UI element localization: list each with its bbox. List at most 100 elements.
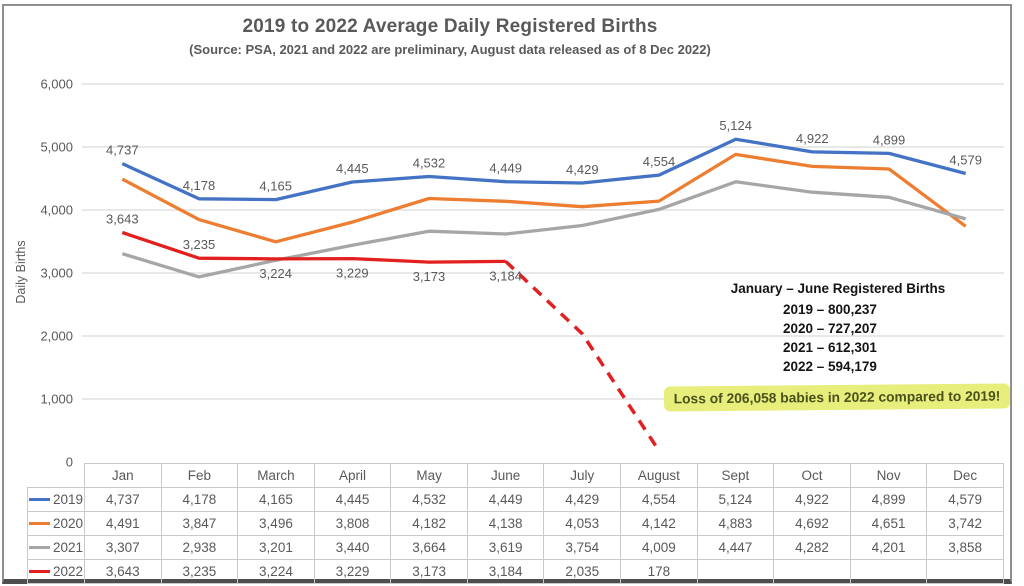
data-label-2019: 4,899 bbox=[873, 132, 906, 147]
table-value-cell: 4,429 bbox=[543, 487, 622, 512]
table-value-cell: 3,808 bbox=[313, 511, 392, 536]
data-label-2019: 4,449 bbox=[489, 161, 522, 176]
legend-dash-icon bbox=[28, 522, 50, 525]
month-header-cell: March bbox=[237, 463, 315, 488]
data-label-2019: 4,429 bbox=[566, 162, 599, 177]
table-value-cell: 4,138 bbox=[466, 511, 545, 536]
table-value-cell: 4,899 bbox=[849, 487, 928, 512]
table-value-cell: 4,445 bbox=[313, 487, 392, 512]
table-value-cell: 4,201 bbox=[849, 535, 928, 560]
table-value-cell bbox=[849, 559, 928, 584]
y-axis-tick-label: 5,000 bbox=[40, 140, 73, 155]
table-value-cell: 3,742 bbox=[926, 511, 1004, 536]
month-header-cell: Nov bbox=[849, 463, 928, 488]
chart-subtitle: (Source: PSA, 2021 and 2022 are prelimin… bbox=[189, 42, 711, 57]
table-value-cell: 4,883 bbox=[696, 511, 775, 536]
annotation-line: 2021 – 612,301 bbox=[783, 340, 877, 355]
data-label-2019: 4,579 bbox=[949, 153, 982, 168]
month-header-cell: Jan bbox=[84, 463, 162, 488]
table-value-cell: 2,938 bbox=[160, 535, 239, 560]
table-value-cell: 4,182 bbox=[390, 511, 468, 536]
row-header-2020: 2020 bbox=[27, 511, 85, 536]
table-value-cell: 3,184 bbox=[466, 559, 545, 584]
table-value-cell bbox=[696, 559, 775, 584]
y-axis-tick-label: 1,000 bbox=[40, 392, 73, 407]
series-line-2021 bbox=[121, 180, 967, 279]
annotation-line: 2020 – 727,207 bbox=[783, 321, 877, 336]
annotation-block: January – June Registered Births 2019 – … bbox=[668, 281, 1008, 376]
table-value-cell: 4,165 bbox=[237, 487, 315, 512]
table-value-cell: 3,643 bbox=[84, 559, 162, 584]
annotation-lines: 2019 – 800,237 2020 – 727,207 2021 – 612,3… bbox=[783, 300, 1008, 376]
table-value-cell: 4,009 bbox=[620, 535, 698, 560]
table-value-cell: 3,754 bbox=[543, 535, 622, 560]
y-axis-tick-label: 6,000 bbox=[40, 77, 73, 92]
month-header-cell: August bbox=[620, 463, 698, 488]
legend-dash-icon bbox=[28, 498, 50, 501]
table-value-cell: 4,178 bbox=[160, 487, 239, 512]
y-axis-title: Daily Births bbox=[14, 240, 28, 303]
legend-dash-icon bbox=[28, 570, 50, 573]
data-label-2019: 4,737 bbox=[106, 143, 139, 158]
y-axis-tick-label: 0 bbox=[66, 455, 73, 470]
table-value-cell: 4,447 bbox=[696, 535, 775, 560]
table-value-cell: 3,664 bbox=[390, 535, 468, 560]
row-header-2019: 2019 bbox=[27, 487, 85, 512]
table-value-cell: 3,229 bbox=[313, 559, 392, 584]
series-line-2020 bbox=[121, 152, 967, 244]
row-header-2022: 2022 bbox=[27, 559, 85, 584]
data-label-2022: 3,173 bbox=[413, 269, 446, 284]
month-header-cell: Feb bbox=[160, 463, 239, 488]
highlighted-note: Loss of 206,058 babies in 2022 compared … bbox=[663, 383, 1011, 412]
data-label-2019: 4,922 bbox=[796, 131, 829, 146]
table-value-cell: 4,532 bbox=[390, 487, 468, 512]
row-year-label: 2022 bbox=[52, 564, 84, 579]
data-label-2019: 4,165 bbox=[259, 179, 292, 194]
table-value-cell: 3,440 bbox=[313, 535, 392, 560]
table-value-cell: 4,579 bbox=[926, 487, 1004, 512]
row-year-label: 2021 bbox=[52, 540, 84, 555]
table-value-cell: 3,619 bbox=[466, 535, 545, 560]
table-header-row: Jan Feb March April May June July August Sept Oct… bbox=[28, 463, 1004, 488]
month-header-cell: Dec bbox=[926, 463, 1004, 488]
data-label-2022: 3,643 bbox=[106, 211, 139, 226]
y-axis-tick-label: 3,000 bbox=[40, 266, 73, 281]
table-value-cell: 3,201 bbox=[237, 535, 315, 560]
data-label-2022: 3,184 bbox=[489, 268, 522, 283]
annotation-line: 2022 – 594,179 bbox=[783, 359, 877, 374]
chart-title: 2019 to 2022 Average Daily Registered Bi… bbox=[242, 16, 658, 37]
table-value-cell: 4,692 bbox=[773, 511, 851, 536]
highlighted-note-text: Loss of 206,058 babies in 2022 compared … bbox=[673, 388, 1001, 407]
y-axis-tick-label: 2,000 bbox=[40, 329, 73, 344]
data-label-2022: 3,235 bbox=[183, 237, 216, 252]
table-value-cell: 4,737 bbox=[84, 487, 162, 512]
table-value-cell: 4,554 bbox=[620, 487, 698, 512]
table-row-2022: 2022 3,643 3,235 3,224 3,229 3,173 3,184 2,035 1… bbox=[27, 559, 1004, 584]
table-value-cell: 3,858 bbox=[926, 535, 1004, 560]
row-year-label: 2019 bbox=[52, 492, 84, 507]
legend-dash-icon bbox=[28, 546, 50, 549]
title-block: 2019 to 2022 Average Daily Registered Bi… bbox=[0, 16, 900, 57]
table-value-cell: 3,847 bbox=[160, 511, 239, 536]
series-line-2022-dashed bbox=[504, 260, 661, 452]
table-value-cell: 4,651 bbox=[849, 511, 928, 536]
row-header-2021: 2021 bbox=[27, 535, 85, 560]
month-header-cell: Oct bbox=[773, 463, 851, 488]
table-row-2021: 2021 3,307 2,938 3,201 3,440 3,664 3,619 3,754 4… bbox=[27, 535, 1004, 560]
table-value-cell: 4,922 bbox=[773, 487, 851, 512]
table-value-cell: 4,491 bbox=[84, 511, 162, 536]
table-value-cell: 3,235 bbox=[160, 559, 239, 584]
table-value-cell: 2,035 bbox=[543, 559, 622, 584]
table-value-cell: 3,496 bbox=[237, 511, 315, 536]
table-value-cell: 4,142 bbox=[620, 511, 698, 536]
month-header-cell: July bbox=[543, 463, 622, 488]
series-line-2019 bbox=[121, 137, 967, 202]
data-label-2019: 5,124 bbox=[719, 118, 752, 133]
table-value-cell: 3,307 bbox=[84, 535, 162, 560]
table-value-cell: 4,053 bbox=[543, 511, 622, 536]
month-header-cell: April bbox=[313, 463, 392, 488]
table-value-cell: 4,449 bbox=[466, 487, 545, 512]
month-header-cell: May bbox=[390, 463, 468, 488]
